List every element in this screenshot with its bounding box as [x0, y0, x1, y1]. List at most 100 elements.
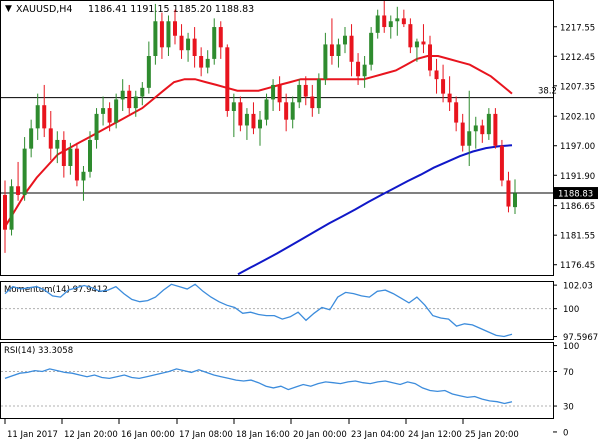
indicator-axis-label: 100: [563, 305, 579, 315]
candle-down: [42, 105, 47, 129]
candle-up: [186, 38, 191, 51]
candle-down: [173, 21, 177, 36]
price-axis-label: 1197.00: [560, 142, 595, 152]
x-axis-label: 18 Jan 16:00: [236, 430, 290, 440]
candle-down: [382, 15, 387, 28]
candle-down: [127, 90, 132, 109]
indicator-axis-label: 100: [563, 342, 579, 352]
x-axis-label: 16 Jan 00:00: [121, 430, 175, 440]
candle-down: [218, 27, 223, 48]
candle-down: [441, 79, 446, 94]
x-axis-label: 17 Jan 08:00: [179, 430, 233, 440]
candle-up: [133, 96, 138, 109]
candle-up: [68, 148, 73, 166]
momentum-panel-frame: [0, 281, 554, 340]
candle-down: [179, 35, 184, 51]
candle-up: [166, 21, 171, 48]
candle-up: [231, 102, 236, 111]
candle-down: [251, 113, 256, 129]
candle-down: [225, 47, 230, 111]
candle-up: [264, 99, 269, 120]
candle-down: [447, 93, 452, 103]
price-axis-label: 1212.45: [560, 53, 595, 63]
candle-up: [94, 113, 99, 140]
candle-up: [473, 125, 478, 132]
candle-up: [316, 79, 321, 109]
indicator-axis-label: 30: [563, 403, 574, 413]
candle-down: [192, 38, 197, 56]
candle-up: [29, 128, 34, 149]
candle-down: [356, 61, 361, 77]
current-price-label: 1188.83: [558, 190, 593, 200]
indicator-axis-label: 70: [563, 368, 574, 378]
rsi-title: RSI(14) 33.3058: [4, 346, 73, 356]
rsi-line: [4, 368, 513, 405]
candle-down: [506, 180, 511, 207]
candle-down: [499, 145, 504, 181]
candle-down: [428, 44, 432, 71]
candle-up: [414, 41, 419, 48]
candle-up: [114, 99, 119, 123]
candle-up: [22, 148, 27, 195]
candle-down: [277, 84, 282, 103]
candle-down: [16, 186, 21, 195]
x-axis-label: 20 Jan 00:00: [293, 430, 347, 440]
sma-red-line: [4, 55, 513, 228]
candle-up: [395, 18, 400, 22]
ohlc-readout: 1186.41 1191.15 1185.20 1188.83: [88, 4, 254, 15]
candle-down: [310, 96, 315, 109]
candle-down: [493, 113, 498, 146]
candle-up: [290, 102, 295, 120]
x-axis-label: 11 Jan 2017: [7, 430, 58, 440]
candle-up: [388, 21, 393, 28]
candle-up: [467, 131, 472, 146]
candle-down: [61, 139, 66, 166]
momentum-line: [4, 283, 513, 338]
candle-up: [336, 44, 341, 56]
price-axis-label: 1207.35: [560, 82, 595, 92]
x-axis-label: 23 Jan 04:00: [351, 430, 405, 440]
candle-down: [329, 44, 334, 56]
candle-up: [205, 58, 210, 68]
candle-up: [120, 90, 125, 100]
fib-level-label: 38.2: [538, 87, 557, 97]
price-panel-frame: [0, 0, 554, 276]
candle-up: [258, 119, 262, 129]
candle-up: [101, 108, 106, 114]
price-axis-label: 1191.90: [560, 172, 595, 182]
candle-up: [375, 15, 380, 33]
candle-up: [271, 84, 276, 100]
x-axis-label: 25 Jan 20:00: [465, 430, 519, 440]
candle-up: [244, 113, 249, 126]
candle-up: [362, 64, 367, 77]
candle-down: [199, 56, 204, 68]
current-price-tag: [554, 187, 598, 200]
momentum-title: Momentum(14) 97.9412: [4, 285, 108, 295]
price-axis-label: 1217.55: [560, 23, 595, 33]
candle-down: [238, 102, 243, 126]
candle-up: [369, 32, 374, 65]
candle-up: [486, 113, 491, 135]
candle-down: [107, 108, 112, 123]
rsi-panel-frame: [0, 342, 554, 419]
candle-up: [140, 87, 145, 97]
candle-up: [323, 44, 328, 80]
price-axis-label: 1186.65: [560, 202, 595, 212]
candle-down: [421, 41, 426, 45]
symbol-label: XAUUSD,H4: [16, 4, 72, 15]
indicator-axis-label: 102.03: [563, 282, 593, 292]
candle-down: [48, 128, 53, 149]
candle-up: [88, 139, 92, 172]
indicator-axis-label: 0: [563, 428, 568, 438]
price-axis-label: 1202.10: [560, 113, 595, 123]
candle-down: [401, 18, 406, 25]
candle-up: [55, 139, 60, 149]
candle-up: [9, 186, 14, 230]
candle-up: [153, 21, 158, 56]
collapse-triangle-icon[interactable]: ▼: [5, 4, 12, 14]
price-axis-label: 1181.55: [560, 232, 595, 242]
candle-down: [454, 102, 459, 123]
candle-up: [343, 35, 347, 45]
